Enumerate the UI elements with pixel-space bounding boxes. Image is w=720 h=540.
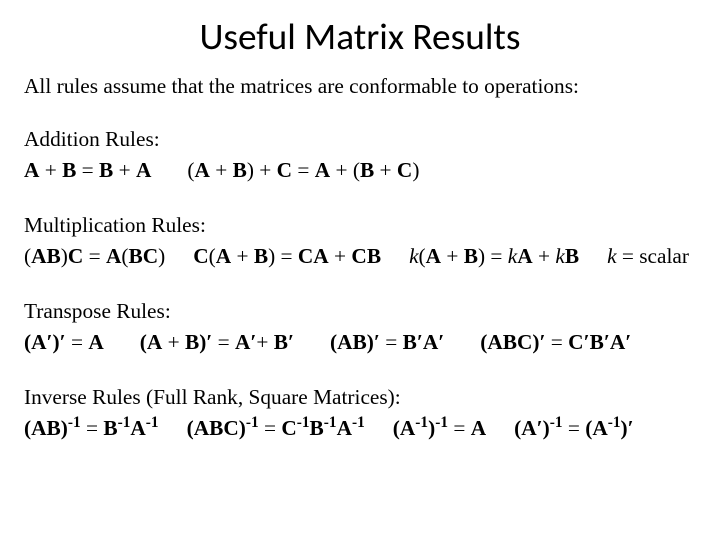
transpose-equations: (Aʹ)ʹ = A (A + B)ʹ = Aʹ+ Bʹ (AB)ʹ = BʹAʹ… [24, 330, 696, 355]
intro-text: All rules assume that the matrices are c… [24, 74, 696, 99]
mult-eq1: (AB)C = A(BC) [24, 244, 165, 269]
inv-eq3: (A-1)-1 = A [393, 416, 486, 441]
trans-eq4: (ABC)ʹ = CʹBʹAʹ [480, 330, 631, 355]
matrix-B: B [62, 158, 76, 182]
multiplication-equations: (AB)C = A(BC) C(A + B) = CA + CB k(A + B… [24, 244, 696, 269]
mult-eq2: C(A + B) = CA + CB [193, 244, 381, 269]
inv-eq2: (ABC)-1 = C-1B-1A-1 [187, 416, 365, 441]
trans-eq2: (A + B)ʹ = Aʹ+ Bʹ [140, 330, 294, 355]
slide: Useful Matrix Results All rules assume t… [0, 0, 720, 540]
addition-eq1: A + B = B + A [24, 158, 151, 183]
mult-eq4: k = scalar [607, 244, 689, 269]
trans-eq1: (Aʹ)ʹ = A [24, 330, 104, 355]
addition-eq2: (A + B) + C = A + (B + C) [187, 158, 419, 183]
transpose-heading: Transpose Rules: [24, 299, 696, 324]
trans-eq3: (AB)ʹ = BʹAʹ [330, 330, 444, 355]
inverse-sup: -1 [68, 414, 81, 431]
inv-eq1: (AB)-1 = B-1A-1 [24, 416, 159, 441]
slide-title: Useful Matrix Results [24, 14, 696, 60]
inverse-heading: Inverse Rules (Full Rank, Square Matrice… [24, 385, 696, 410]
inverse-equations: (AB)-1 = B-1A-1 (ABC)-1 = C-1B-1A-1 (A-1… [24, 416, 696, 441]
mult-eq3: k(A + B) = kA + kB [409, 244, 579, 269]
addition-equations: A + B = B + A (A + B) + C = A + (B + C) [24, 158, 696, 183]
inv-eq4: (Aʹ)-1 = (A-1)ʹ [514, 416, 634, 441]
multiplication-heading: Multiplication Rules: [24, 213, 696, 238]
addition-heading: Addition Rules: [24, 127, 696, 152]
matrix-A: A [24, 158, 39, 182]
